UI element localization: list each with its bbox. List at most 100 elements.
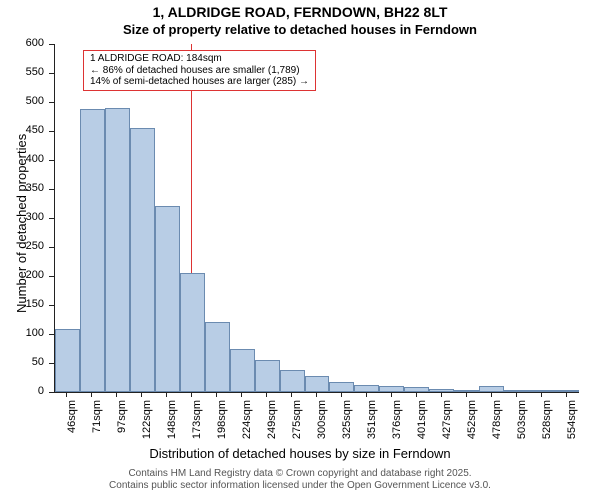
x-tick-label: 46sqm <box>66 400 78 448</box>
y-tick-label: 500 <box>0 95 44 107</box>
x-tick-label: 325sqm <box>341 400 353 448</box>
histogram-bar <box>230 349 255 393</box>
histogram-bar <box>105 108 130 392</box>
histogram-bar <box>529 390 554 392</box>
x-tick-mark <box>141 392 142 397</box>
x-tick-label: 71sqm <box>91 400 103 448</box>
x-tick-mark <box>341 392 342 397</box>
x-tick-label: 224sqm <box>241 400 253 448</box>
histogram-bar <box>55 329 80 392</box>
y-tick-mark <box>49 247 54 248</box>
x-tick-mark <box>316 392 317 397</box>
y-tick-mark <box>49 218 54 219</box>
y-tick-label: 450 <box>0 124 44 136</box>
x-tick-mark <box>216 392 217 397</box>
x-tick-mark <box>116 392 117 397</box>
x-tick-mark <box>441 392 442 397</box>
y-tick-mark <box>49 334 54 335</box>
y-tick-label: 150 <box>0 298 44 310</box>
x-tick-mark <box>191 392 192 397</box>
y-tick-label: 400 <box>0 153 44 165</box>
y-tick-mark <box>49 189 54 190</box>
annotation-box: 1 ALDRIDGE ROAD: 184sqm ← 86% of detache… <box>83 50 316 91</box>
y-tick-mark <box>49 102 54 103</box>
y-tick-mark <box>49 160 54 161</box>
x-tick-label: 122sqm <box>141 400 153 448</box>
annotation-line-2: ← 86% of detached houses are smaller (1,… <box>90 65 309 77</box>
x-tick-label: 503sqm <box>516 400 528 448</box>
histogram-bar <box>429 389 454 392</box>
histogram-bar <box>454 390 479 392</box>
x-tick-label: 401sqm <box>416 400 428 448</box>
x-tick-mark <box>266 392 267 397</box>
histogram-bar <box>80 109 105 392</box>
histogram-bar <box>404 387 429 392</box>
chart-title: 1, ALDRIDGE ROAD, FERNDOWN, BH22 8LT <box>0 4 600 20</box>
x-tick-label: 452sqm <box>466 400 478 448</box>
x-tick-label: 173sqm <box>191 400 203 448</box>
histogram-bar <box>155 206 180 392</box>
histogram-bar <box>130 128 155 392</box>
credit-line-2: Contains public sector information licen… <box>0 480 600 492</box>
x-tick-label: 554sqm <box>566 400 578 448</box>
histogram-bar <box>205 322 230 392</box>
chart-credits: Contains HM Land Registry data © Crown c… <box>0 468 600 492</box>
y-tick-mark <box>49 392 54 393</box>
histogram-bar <box>354 385 379 392</box>
y-tick-label: 350 <box>0 182 44 194</box>
x-tick-mark <box>416 392 417 397</box>
x-tick-label: 351sqm <box>366 400 378 448</box>
x-tick-mark <box>391 392 392 397</box>
x-tick-mark <box>91 392 92 397</box>
x-tick-mark <box>491 392 492 397</box>
x-tick-label: 427sqm <box>441 400 453 448</box>
y-tick-label: 250 <box>0 240 44 252</box>
x-tick-mark <box>566 392 567 397</box>
chart-subtitle: Size of property relative to detached ho… <box>0 22 600 37</box>
x-tick-mark <box>541 392 542 397</box>
x-tick-label: 198sqm <box>216 400 228 448</box>
y-tick-mark <box>49 276 54 277</box>
y-tick-mark <box>49 305 54 306</box>
x-tick-mark <box>66 392 67 397</box>
annotation-line-1: 1 ALDRIDGE ROAD: 184sqm <box>90 53 309 65</box>
x-tick-mark <box>516 392 517 397</box>
x-tick-mark <box>466 392 467 397</box>
y-tick-label: 300 <box>0 211 44 223</box>
histogram-bar <box>180 273 205 392</box>
histogram-bar <box>504 390 529 392</box>
y-tick-mark <box>49 363 54 364</box>
y-tick-label: 0 <box>0 385 44 397</box>
histogram-bar <box>379 386 404 392</box>
x-tick-label: 249sqm <box>266 400 278 448</box>
histogram-bar <box>280 370 305 392</box>
x-tick-label: 148sqm <box>166 400 178 448</box>
x-tick-mark <box>366 392 367 397</box>
x-tick-label: 97sqm <box>116 400 128 448</box>
x-tick-label: 300sqm <box>316 400 328 448</box>
chart-root: 1, ALDRIDGE ROAD, FERNDOWN, BH22 8LT Siz… <box>0 0 600 500</box>
y-tick-label: 600 <box>0 37 44 49</box>
histogram-bar <box>479 386 504 392</box>
histogram-bar <box>329 382 354 392</box>
x-tick-label: 528sqm <box>541 400 553 448</box>
histogram-bar <box>255 360 280 392</box>
histogram-bar <box>554 390 579 392</box>
y-tick-label: 200 <box>0 269 44 281</box>
y-tick-label: 50 <box>0 356 44 368</box>
x-tick-label: 376sqm <box>391 400 403 448</box>
y-tick-mark <box>49 44 54 45</box>
annotation-line-3: 14% of semi-detached houses are larger (… <box>90 76 309 88</box>
x-tick-label: 478sqm <box>491 400 503 448</box>
x-axis-label: Distribution of detached houses by size … <box>0 446 600 461</box>
plot-area: 1 ALDRIDGE ROAD: 184sqm ← 86% of detache… <box>54 44 579 393</box>
y-tick-label: 100 <box>0 327 44 339</box>
x-tick-mark <box>241 392 242 397</box>
histogram-bar <box>305 376 330 392</box>
x-tick-label: 275sqm <box>291 400 303 448</box>
credit-line-1: Contains HM Land Registry data © Crown c… <box>0 468 600 480</box>
y-tick-mark <box>49 73 54 74</box>
x-tick-mark <box>166 392 167 397</box>
y-tick-label: 550 <box>0 66 44 78</box>
y-tick-mark <box>49 131 54 132</box>
